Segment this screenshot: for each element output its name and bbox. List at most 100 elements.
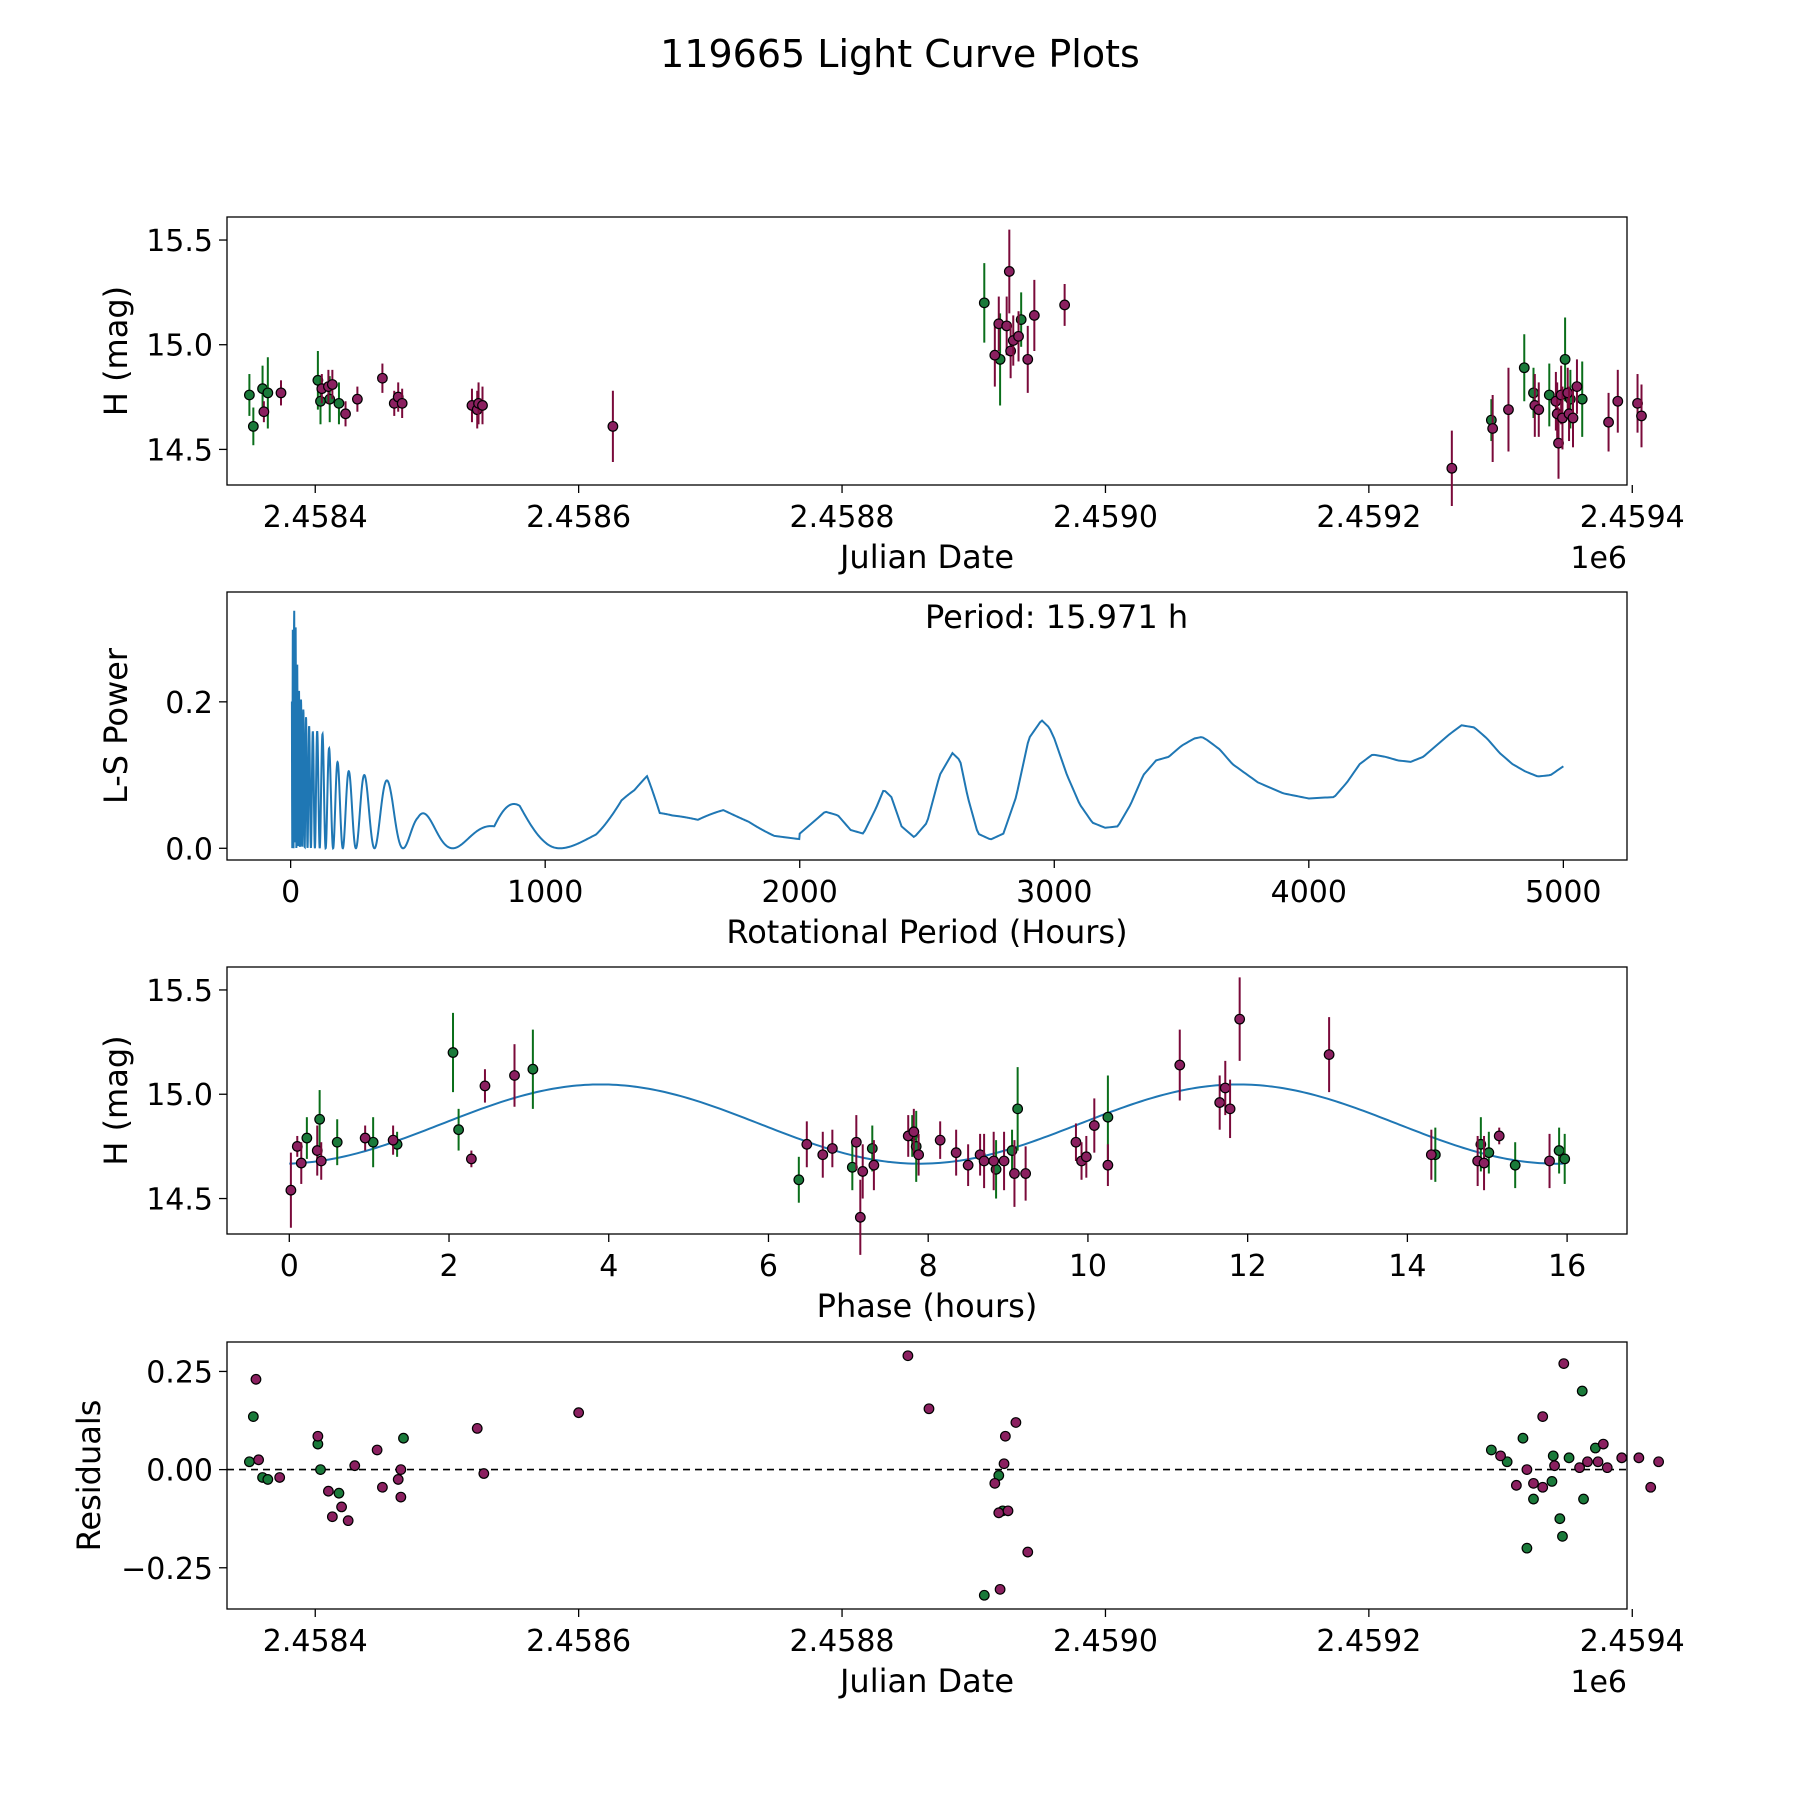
data-point (396, 397, 408, 409)
data-point (1012, 1103, 1024, 1115)
data-point (275, 387, 287, 399)
data-point (1214, 1097, 1226, 1108)
data-point (1653, 1456, 1665, 1468)
data-point (1022, 1546, 1034, 1558)
axes-frame (226, 216, 1628, 486)
x-offset-text: 1e6 (1570, 1665, 1627, 1700)
data-point (1102, 1159, 1114, 1171)
data-point (527, 1063, 539, 1075)
data-point (854, 1211, 866, 1223)
data-point (1013, 330, 1024, 342)
data-point (1022, 353, 1034, 365)
data-point (1521, 1542, 1533, 1554)
data-point (1567, 412, 1579, 424)
data-point (1537, 1481, 1549, 1493)
data-point (315, 395, 326, 407)
data-point (1549, 1460, 1560, 1472)
data-point (1485, 1444, 1497, 1456)
x-axis-label: Julian Date (838, 538, 1014, 576)
x-tick-label: 2.4584 (263, 1624, 368, 1659)
periodogram-panel: 0 1000 2000 3000 4000 5000 0.0 0.2 Rotational Pe… (97, 591, 1628, 951)
data-point (1528, 387, 1539, 399)
data-point (1080, 1151, 1092, 1163)
data-point (1576, 1385, 1588, 1397)
data-point (868, 1159, 880, 1171)
data-point (978, 1589, 990, 1601)
data-point (1576, 393, 1588, 405)
data-point (331, 1136, 343, 1148)
x-tick-label: 2.4592 (1316, 500, 1421, 535)
figure-title: 119665 Light Curve Plots (660, 32, 1140, 76)
data-point (1501, 1456, 1513, 1468)
data-point (315, 1464, 326, 1476)
data-point (333, 397, 345, 409)
data-point (1559, 353, 1571, 365)
x-offset-text: 1e6 (1570, 541, 1627, 576)
y-axis-label: H (mag) (97, 1035, 135, 1165)
y-tick-label: 15.5 (146, 224, 213, 259)
x-tick-label: 2.4590 (1053, 500, 1158, 535)
data-point (336, 1501, 347, 1513)
x-tick-label: 0 (280, 1249, 299, 1284)
y-axis-label: L-S Power (97, 647, 135, 804)
axes-frame (226, 966, 1628, 1235)
x-tick-label: 2.4592 (1316, 1624, 1421, 1659)
data-point (323, 1485, 334, 1497)
x-tick-label: 2.4594 (1580, 1624, 1685, 1659)
x-tick-label: 12 (1229, 1249, 1267, 1284)
data-point (326, 1511, 338, 1523)
x-tick-label: 16 (1548, 1249, 1586, 1284)
data-point (1616, 1452, 1628, 1464)
data-point (826, 1143, 838, 1154)
residuals-panel: 2.4584 2.4586 2.4588 2.4590 2.4592 2.4594 −0.2… (70, 1341, 1685, 1700)
data-point (1528, 1477, 1539, 1489)
lightcurve-panel: 2.4584 2.4586 2.4588 2.4590 2.4592 2.4594 14.5… (97, 216, 1685, 576)
data-point (258, 406, 270, 418)
data-point (1633, 1452, 1645, 1464)
data-point (793, 1174, 805, 1186)
data-point (1510, 1479, 1522, 1491)
data-point (247, 1411, 259, 1423)
data-point (1059, 299, 1071, 311)
data-point (253, 1454, 265, 1466)
data-point (866, 1143, 878, 1154)
data-point (1563, 1452, 1575, 1464)
x-tick-label: 2000 (762, 875, 838, 910)
x-tick-label: 2.4586 (526, 500, 631, 535)
x-axis-label: Rotational Period (Hours) (726, 913, 1127, 951)
data-point (1547, 1450, 1559, 1462)
data-point (398, 1432, 409, 1444)
data-point (1592, 1456, 1604, 1468)
data-point (1544, 1155, 1555, 1167)
data-point (395, 1491, 407, 1503)
data-point (1518, 362, 1530, 374)
data-point (1446, 462, 1458, 474)
data-point (387, 1134, 399, 1146)
data-point (1002, 1505, 1014, 1517)
y-tick-label: 0.0 (165, 832, 213, 867)
axes-frame (226, 1341, 1628, 1610)
data-point (250, 1373, 262, 1385)
data-point (465, 1153, 477, 1165)
data-point (1425, 1149, 1437, 1161)
y-tick-label: 14.5 (146, 433, 213, 468)
data-point (978, 1155, 990, 1167)
y-tick-label: 14.5 (146, 1183, 213, 1218)
data-point (262, 1474, 274, 1485)
data-point (1612, 395, 1624, 407)
data-point (1487, 423, 1499, 434)
y-tick-label: −0.25 (121, 1552, 213, 1587)
y-tick-label: 15.5 (146, 974, 213, 1009)
data-point (359, 1132, 371, 1144)
data-point (817, 1149, 829, 1161)
data-point (989, 349, 1001, 361)
data-point (1546, 1475, 1558, 1487)
data-point (247, 420, 259, 432)
data-point (1020, 1168, 1032, 1179)
x-tick-label: 2.4594 (1580, 500, 1685, 535)
x-tick-label: 14 (1388, 1249, 1426, 1284)
y-tick-label: 15.0 (146, 329, 213, 364)
data-point (1571, 381, 1583, 392)
y-axis-label: Residuals (70, 1400, 108, 1552)
x-tick-label: 2.4586 (526, 1624, 631, 1659)
